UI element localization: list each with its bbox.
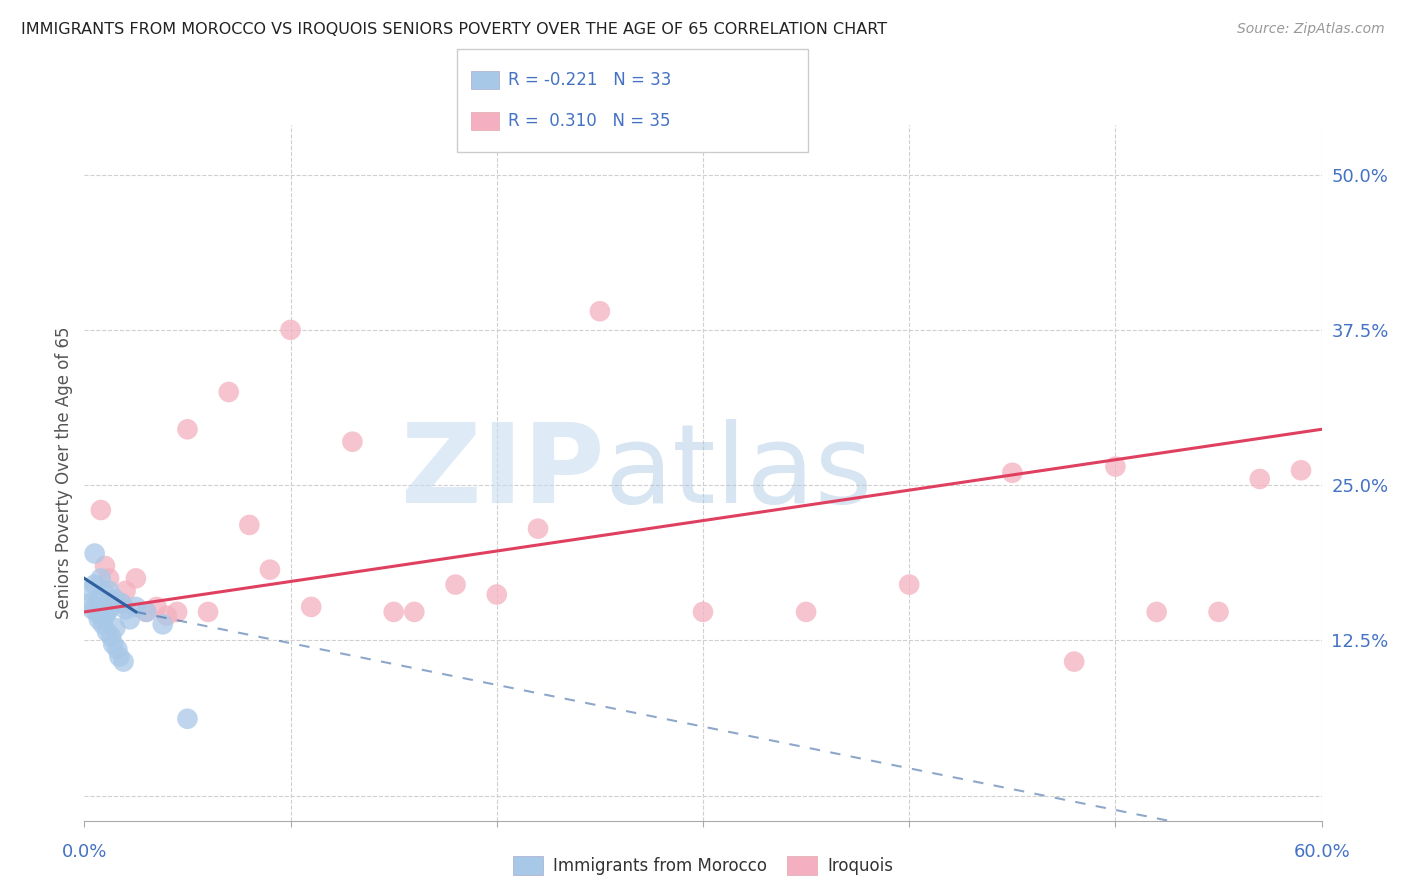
- Point: [197, 605, 219, 619]
- Point: [110, 596, 132, 610]
- Point: [94, 608, 117, 623]
- Point: [1208, 605, 1230, 619]
- Text: 0.0%: 0.0%: [62, 843, 107, 861]
- Point: [1249, 472, 1271, 486]
- Point: [1146, 605, 1168, 619]
- Text: IMMIGRANTS FROM MOROCCO VS IROQUOIS SENIORS POVERTY OVER THE AGE OF 65 CORRELATI: IMMIGRANTS FROM MOROCCO VS IROQUOIS SENI…: [21, 22, 887, 37]
- Point: [135, 605, 157, 619]
- Point: [79, 596, 101, 610]
- Text: atlas: atlas: [605, 419, 873, 526]
- Point: [589, 304, 612, 318]
- Point: [898, 577, 921, 591]
- Point: [100, 630, 122, 644]
- Point: [87, 592, 110, 607]
- Point: [90, 608, 112, 623]
- Point: [83, 547, 105, 561]
- Point: [96, 624, 118, 639]
- Point: [1063, 655, 1085, 669]
- Point: [382, 605, 405, 619]
- Text: ZIP: ZIP: [401, 419, 605, 526]
- Point: [692, 605, 714, 619]
- Point: [527, 522, 550, 536]
- Point: [485, 588, 508, 602]
- Point: [98, 571, 121, 585]
- Point: [1001, 466, 1024, 480]
- Point: [118, 612, 141, 626]
- Point: [794, 605, 817, 619]
- Text: 60.0%: 60.0%: [1294, 843, 1350, 861]
- Point: [218, 384, 240, 399]
- Point: [82, 602, 104, 616]
- Point: [176, 712, 198, 726]
- Point: [112, 655, 135, 669]
- Text: R =  0.310   N = 35: R = 0.310 N = 35: [508, 112, 671, 130]
- Point: [1289, 463, 1312, 477]
- Point: [83, 577, 105, 591]
- Point: [152, 617, 174, 632]
- Point: [135, 605, 157, 619]
- Point: [176, 422, 198, 436]
- Point: [114, 602, 136, 616]
- Text: R = -0.221   N = 33: R = -0.221 N = 33: [508, 70, 671, 88]
- Point: [90, 571, 112, 585]
- Point: [90, 503, 112, 517]
- Point: [108, 649, 131, 664]
- Point: [299, 599, 322, 614]
- Point: [94, 588, 117, 602]
- Point: [105, 642, 128, 657]
- Y-axis label: Seniors Poverty Over the Age of 65: Seniors Poverty Over the Age of 65: [55, 326, 73, 619]
- Point: [91, 617, 114, 632]
- Point: [259, 563, 281, 577]
- Point: [98, 602, 121, 616]
- Point: [87, 612, 110, 626]
- Point: [104, 592, 127, 607]
- Point: [125, 571, 148, 585]
- Point: [238, 517, 260, 532]
- Point: [98, 583, 121, 598]
- Point: [156, 608, 179, 623]
- Point: [110, 596, 132, 610]
- Point: [280, 323, 302, 337]
- Point: [166, 605, 188, 619]
- Point: [114, 583, 136, 598]
- Point: [104, 621, 127, 635]
- Point: [104, 592, 127, 607]
- Text: Source: ZipAtlas.com: Source: ZipAtlas.com: [1237, 22, 1385, 37]
- Point: [1104, 459, 1126, 474]
- Point: [125, 599, 148, 614]
- Point: [404, 605, 426, 619]
- Point: [96, 605, 118, 619]
- Point: [145, 599, 167, 614]
- Point: [91, 599, 114, 614]
- Point: [342, 434, 364, 449]
- Point: [444, 577, 467, 591]
- Point: [100, 596, 122, 610]
- Point: [86, 605, 108, 619]
- Legend: Immigrants from Morocco, Iroquois: Immigrants from Morocco, Iroquois: [506, 849, 900, 882]
- Point: [77, 583, 100, 598]
- Point: [94, 558, 117, 573]
- Point: [103, 637, 125, 651]
